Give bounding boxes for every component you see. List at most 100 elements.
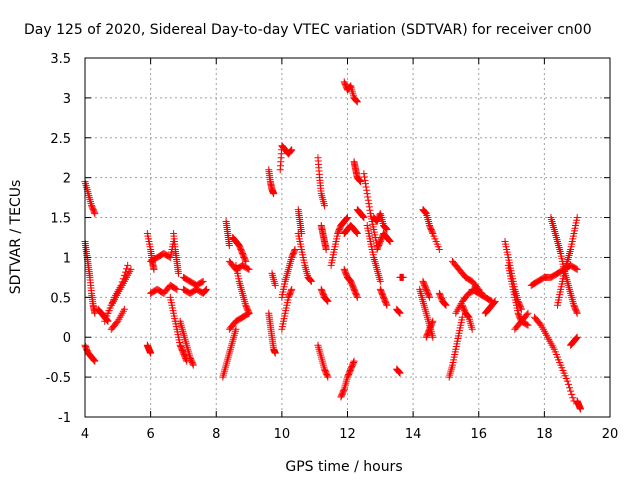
y-tick-label: 1 [63, 251, 71, 266]
data-point [342, 215, 350, 223]
data-point [366, 206, 374, 214]
data-point [307, 277, 315, 285]
data-point [361, 176, 369, 184]
data-point [287, 147, 295, 155]
x-tick-label: 18 [536, 427, 553, 442]
data-point [363, 190, 371, 198]
data-point [464, 312, 472, 320]
data-point [290, 247, 298, 255]
y-tick-label: 3.5 [50, 52, 71, 67]
data-point [567, 387, 575, 395]
data-point [564, 380, 572, 388]
data-point [468, 325, 476, 333]
data-point [572, 335, 580, 343]
x-tick-label: 10 [274, 427, 291, 442]
data-point [576, 405, 584, 413]
data-point [288, 285, 296, 293]
data-point [225, 241, 233, 249]
data-point [245, 309, 253, 317]
data-point [458, 313, 466, 321]
data-point [573, 333, 581, 341]
data-point [147, 349, 155, 357]
data-point [360, 173, 368, 181]
data-point [563, 377, 571, 385]
x-tick-label: 4 [81, 427, 89, 442]
data-point [435, 245, 443, 253]
data-point [395, 368, 403, 376]
data-point [362, 180, 370, 188]
data-point [382, 224, 390, 232]
data-point [428, 319, 436, 327]
data-point [353, 293, 361, 301]
data-point [344, 214, 351, 222]
data-point [353, 98, 361, 106]
y-tick-label: -0.5 [46, 371, 71, 386]
data-point [364, 196, 372, 204]
data-point [383, 226, 391, 234]
data-point [118, 278, 126, 286]
data-point [523, 311, 531, 319]
data-point [386, 237, 394, 245]
data-point [321, 202, 329, 210]
data-point [566, 384, 574, 392]
x-axis-label: GPS time / hours [285, 459, 402, 475]
data-point [202, 286, 210, 294]
data-point [350, 357, 358, 365]
data-point [395, 308, 403, 316]
y-tick-label: 2 [63, 172, 71, 187]
data-point [245, 308, 253, 316]
data-point [360, 170, 368, 178]
data-points [81, 78, 584, 413]
data-point [324, 297, 332, 305]
data-point [490, 299, 498, 307]
data-point [120, 271, 128, 279]
data-point [323, 297, 331, 305]
data-point [199, 277, 207, 285]
y-tick-label: 3 [63, 92, 71, 107]
data-point [356, 177, 364, 185]
grid-lines [85, 58, 610, 417]
data-point [202, 285, 210, 293]
data-point [572, 265, 580, 273]
data-point [340, 386, 348, 394]
data-point [359, 212, 367, 220]
data-point [91, 357, 99, 365]
data-point [359, 213, 367, 221]
data-point [426, 293, 434, 301]
data-point [288, 146, 296, 154]
data-point [396, 309, 404, 317]
data-point [360, 214, 368, 222]
data-point [568, 390, 576, 398]
data-point [198, 278, 206, 286]
data-point [270, 190, 278, 198]
y-axis-label: SDTVAR / TECUs [8, 180, 24, 295]
y-tick-label: 1.5 [50, 212, 71, 227]
data-point [573, 334, 581, 342]
data-point [350, 358, 358, 366]
data-point [569, 394, 577, 402]
data-point [324, 373, 332, 381]
data-point [573, 214, 581, 222]
data-point [491, 297, 499, 305]
data-point [189, 361, 197, 369]
data-point [429, 333, 437, 341]
data-point [363, 186, 371, 194]
data-point [346, 83, 354, 91]
data-point [241, 256, 249, 264]
data-point [353, 292, 361, 300]
data-point [364, 193, 372, 201]
x-tick-label: 20 [602, 427, 619, 442]
data-point [353, 97, 361, 105]
data-point [382, 300, 390, 308]
x-tick-label: 6 [146, 427, 154, 442]
data-point [120, 305, 128, 313]
data-point [172, 285, 180, 293]
data-point [425, 292, 433, 300]
data-point [396, 369, 404, 377]
data-point [382, 225, 390, 233]
data-point [352, 228, 360, 236]
data-point [491, 298, 499, 306]
data-point [271, 281, 279, 289]
data-point [386, 237, 394, 245]
